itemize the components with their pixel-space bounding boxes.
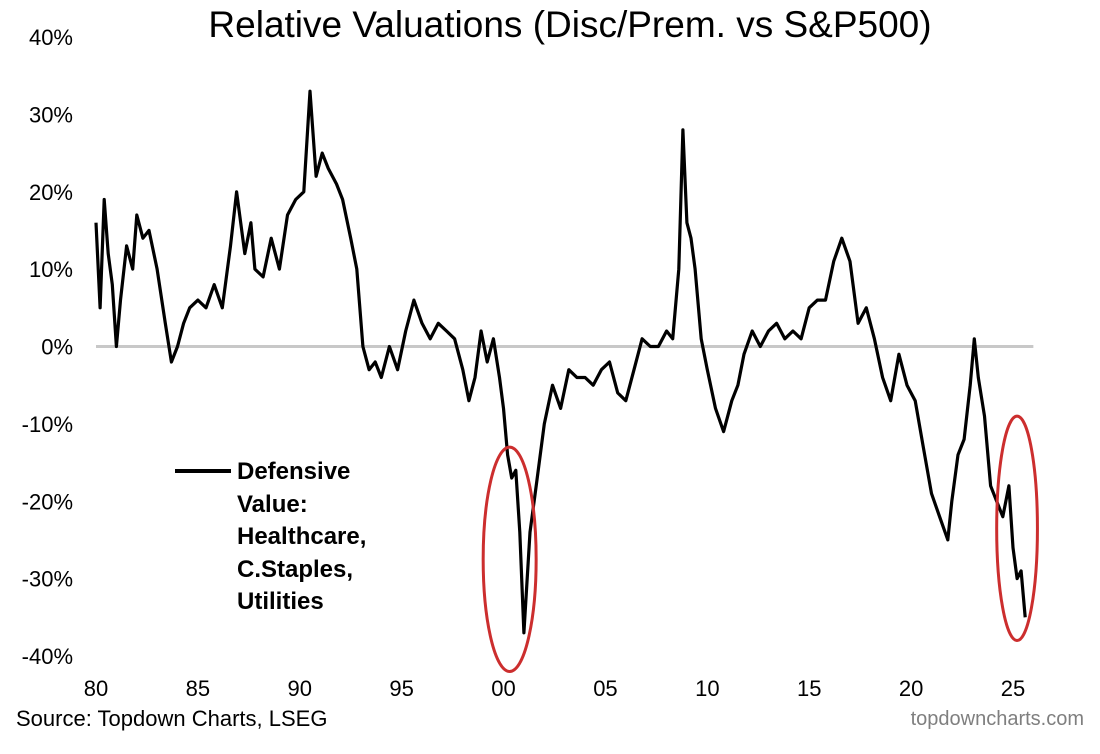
legend-swatch bbox=[175, 469, 231, 473]
y-tick-label: -10% bbox=[22, 412, 73, 437]
y-tick-label: 10% bbox=[29, 257, 73, 282]
x-tick-label: 25 bbox=[1001, 676, 1025, 701]
y-tick-label: -20% bbox=[22, 489, 73, 514]
annotation-layer bbox=[481, 414, 1039, 673]
x-tick-label: 05 bbox=[593, 676, 617, 701]
y-tick-label: 20% bbox=[29, 180, 73, 205]
x-tick-label: 00 bbox=[491, 676, 515, 701]
x-tick-label: 95 bbox=[389, 676, 413, 701]
y-tick-label: -40% bbox=[22, 644, 73, 669]
x-tick-label: 85 bbox=[186, 676, 210, 701]
highlight-ellipse-2 bbox=[995, 414, 1039, 643]
y-tick-label: 40% bbox=[29, 25, 73, 50]
legend-label: Defensive Value: Healthcare, C.Staples, … bbox=[237, 458, 367, 615]
series-line-defensive-value bbox=[94, 89, 1027, 635]
x-axis: 80 85 90 95 00 05 10 15 20 25 bbox=[84, 676, 1025, 701]
y-tick-label: 30% bbox=[29, 102, 73, 127]
highlight-ellipse-1 bbox=[481, 445, 538, 673]
y-tick-label: -30% bbox=[22, 567, 73, 592]
source-note: Source: Topdown Charts, LSEG bbox=[16, 706, 328, 731]
chart-title: Relative Valuations (Disc/Prem. vs S&P50… bbox=[208, 4, 932, 45]
y-tick-label: 0% bbox=[41, 335, 73, 360]
x-tick-label: 15 bbox=[797, 676, 821, 701]
y-axis: 40% 30% 20% 10% 0% -10% -20% -30% -40% bbox=[22, 25, 73, 669]
x-tick-label: 10 bbox=[695, 676, 719, 701]
x-tick-label: 80 bbox=[84, 676, 108, 701]
x-tick-label: 20 bbox=[899, 676, 923, 701]
brand-watermark: topdowncharts.com bbox=[910, 708, 1084, 730]
x-tick-label: 90 bbox=[288, 676, 312, 701]
